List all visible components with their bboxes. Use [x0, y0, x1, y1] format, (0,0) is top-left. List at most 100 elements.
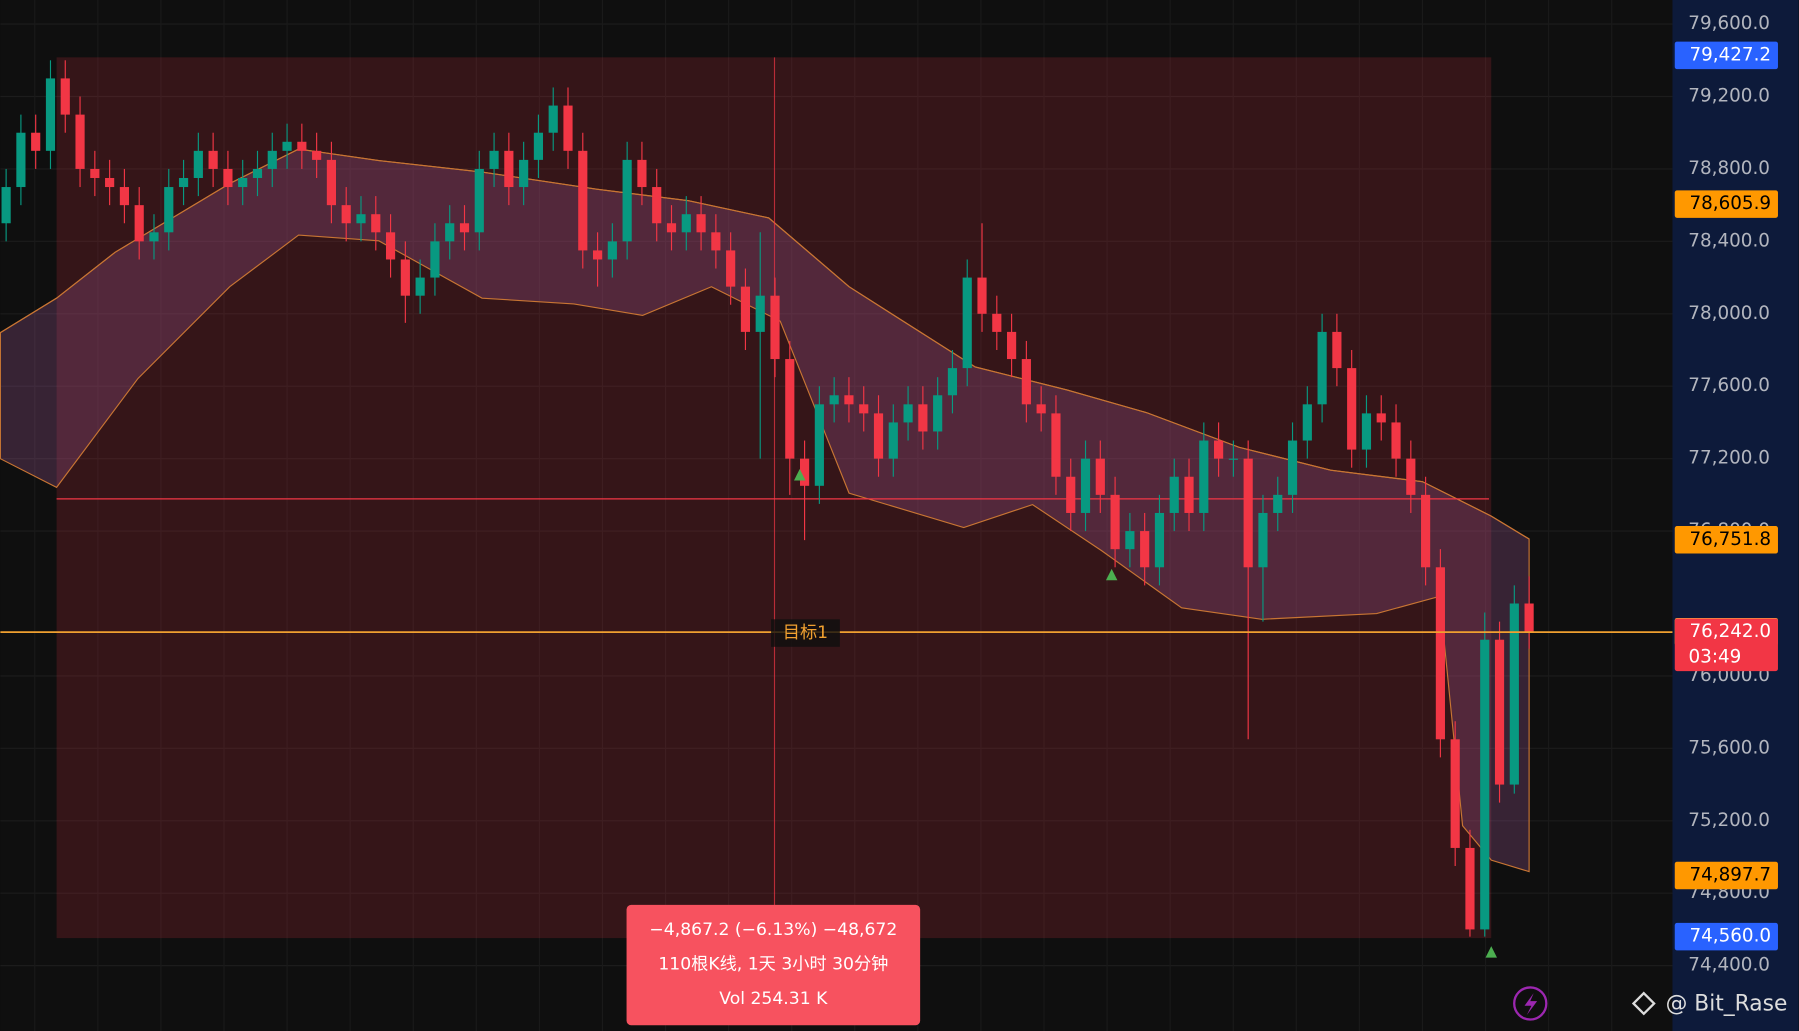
y-tick-label: 75,200.0 [1688, 810, 1770, 831]
logo [1631, 991, 1656, 1016]
flash-button[interactable] [1513, 986, 1548, 1021]
candle-body [45, 78, 56, 151]
candle-body [282, 141, 292, 151]
price-label: 79,427.2 [1689, 44, 1771, 65]
price-label-bg [1674, 190, 1778, 218]
candle-body [1421, 494, 1431, 568]
candle-body [178, 177, 189, 188]
candle-body [888, 422, 898, 459]
candle-body [696, 214, 706, 233]
measure-box [626, 904, 921, 1026]
candle-body [400, 259, 410, 296]
candle-body [1480, 639, 1490, 930]
y-tick-label: 78,800.0 [1688, 158, 1770, 179]
candle-body [1140, 531, 1150, 568]
signal-triangle [1485, 946, 1497, 958]
candle-body [829, 395, 839, 405]
candle-body [962, 277, 972, 369]
target-label-bg [771, 619, 840, 647]
candle-body [1110, 494, 1120, 550]
candle-body [385, 232, 396, 260]
candle-body [31, 132, 41, 151]
candle-body [371, 214, 381, 233]
measure-text: −4,867.2 (−6.13%) −48,672 [649, 920, 897, 940]
candle-body [607, 241, 617, 260]
candle-body [223, 168, 233, 188]
candle-body [903, 404, 913, 423]
candle-body [785, 359, 795, 459]
price-label: 78,605.9 [1689, 193, 1771, 214]
candle-body [681, 214, 691, 233]
candle-body [726, 250, 736, 287]
candle-body [297, 141, 307, 151]
candle-body [1391, 422, 1401, 459]
candle-body [947, 368, 958, 396]
candle-body [430, 241, 440, 278]
candle-body [252, 168, 263, 178]
candle-body [312, 150, 322, 160]
candles [1, 60, 1534, 937]
price-label: 74,560.0 [1689, 926, 1771, 947]
candle-body [1051, 413, 1061, 477]
candle-body [637, 159, 647, 188]
candle-body [1125, 531, 1135, 550]
countdown: 03:49 [1689, 646, 1742, 667]
candle-body [16, 132, 26, 188]
candle-body [1494, 639, 1505, 785]
candle-body [666, 223, 677, 233]
candle-body [326, 159, 337, 206]
candle-body [918, 404, 928, 432]
candle-body [90, 168, 100, 178]
candle-body [1273, 494, 1283, 513]
candle-body [1036, 404, 1046, 414]
candle-body [977, 277, 987, 314]
candle-body [873, 413, 884, 459]
candle-body [1302, 404, 1312, 441]
target-label: 目标1 [783, 623, 828, 643]
candle-body [1169, 476, 1179, 513]
candle-body [193, 150, 203, 178]
price-label: 76,751.8 [1689, 529, 1771, 550]
candle-body [1199, 440, 1209, 513]
candle-body [592, 250, 603, 260]
candle-body [711, 232, 721, 251]
y-tick-label: 77,600.0 [1688, 375, 1770, 396]
candle-body [1228, 458, 1238, 460]
candle-body [149, 232, 159, 242]
price-label-bg [1674, 41, 1778, 70]
candle-body [770, 295, 780, 360]
candle-body [1406, 458, 1416, 495]
candle-body [652, 187, 662, 224]
signal-triangle [1105, 568, 1118, 581]
candle-body [533, 132, 544, 160]
price-label-bg [1674, 618, 1778, 672]
candle-body [341, 205, 351, 224]
y-tick-label: 75,600.0 [1688, 737, 1770, 758]
candle-body [1347, 368, 1357, 450]
candle-body [238, 177, 248, 188]
candle-body [1214, 440, 1224, 459]
candle-body [459, 223, 470, 233]
candle-body [164, 187, 174, 233]
candle-body [75, 114, 85, 169]
candle-body [992, 313, 1002, 332]
y-tick-label: 79,600.0 [1688, 13, 1770, 34]
candle-body [267, 150, 277, 169]
candle-body [548, 105, 558, 133]
candle-body [1465, 847, 1475, 930]
candle-body [1184, 476, 1194, 513]
candle-body [1095, 458, 1105, 495]
candle-body [1332, 331, 1342, 369]
candle-body [208, 150, 218, 169]
candle-body [844, 395, 854, 405]
candle-body [1066, 476, 1076, 513]
price-axis [1672, 0, 1799, 1031]
candle-body [356, 214, 366, 224]
candle-body [755, 295, 765, 332]
candle-body [1435, 567, 1445, 740]
candle-body [119, 187, 129, 206]
candle-body [578, 150, 588, 251]
